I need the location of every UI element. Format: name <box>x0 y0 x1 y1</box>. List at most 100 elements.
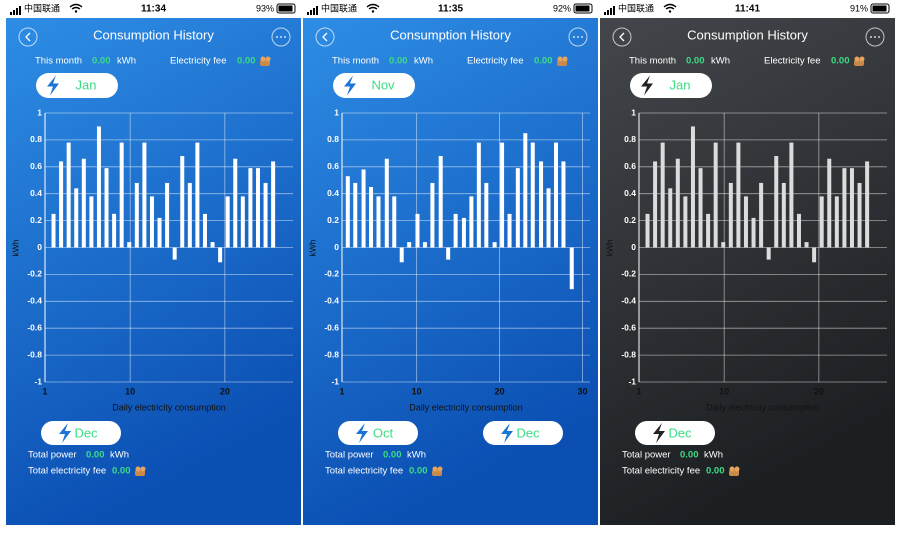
bar <box>172 247 177 260</box>
this-month-value: 0.00 <box>686 56 705 67</box>
fee-icon-part <box>859 56 865 62</box>
month-button[interactable]: Jan <box>36 73 118 98</box>
bar <box>384 158 389 248</box>
bar <box>849 168 854 248</box>
fee-icon <box>432 466 443 476</box>
month-button[interactable]: Nov <box>333 73 415 98</box>
back-button[interactable] <box>612 27 632 47</box>
y-tick-label: -0.6 <box>621 322 636 332</box>
fee-icon <box>260 56 271 66</box>
y-tick-label: 0.2 <box>624 215 636 225</box>
bar <box>804 242 809 248</box>
more-dot <box>577 36 579 38</box>
fee-icon-part <box>260 60 270 66</box>
month-button[interactable]: Dec <box>41 421 121 445</box>
y-tick-label: 0.8 <box>327 134 339 144</box>
fee-icon-part <box>729 470 739 476</box>
more-button[interactable] <box>568 27 588 47</box>
bar <box>165 182 170 248</box>
x-tick-label: 10 <box>412 386 422 396</box>
month-button-bg <box>333 73 415 98</box>
total-fee-value: 0.00 <box>706 466 725 477</box>
back-button[interactable] <box>315 27 335 47</box>
bar <box>263 182 268 248</box>
y-tick-label: -0.4 <box>324 296 339 306</box>
battery-icon <box>870 3 890 14</box>
bar <box>392 196 397 248</box>
bar <box>645 213 650 248</box>
carrier: 中国联通 <box>24 2 60 13</box>
month-button[interactable]: Dec <box>483 421 563 445</box>
y-axis-label: kWh <box>307 239 317 256</box>
bar <box>157 217 162 248</box>
bar <box>857 182 862 248</box>
bar <box>728 182 733 248</box>
month-button-label: Oct <box>373 425 394 440</box>
signal-bar <box>607 10 609 15</box>
total-fee-label: Total electricity fee <box>28 466 106 477</box>
month-button[interactable]: Jan <box>630 73 712 98</box>
signal-bar <box>610 8 612 15</box>
total-power-value: 0.00 <box>680 450 699 461</box>
more-dot <box>874 36 876 38</box>
signal-bar <box>613 6 615 15</box>
total-fee-value: 0.00 <box>409 466 428 477</box>
signal-bar <box>10 12 12 15</box>
more-circle <box>568 27 588 47</box>
status-bar <box>6 0 301 18</box>
month-button-bg <box>36 73 118 98</box>
lightning-icon <box>641 75 653 96</box>
month-button-bg <box>41 421 121 445</box>
fee-label: Electricity fee <box>764 56 821 67</box>
battery-percent: 91% <box>850 3 868 13</box>
more-button[interactable] <box>271 27 291 47</box>
battery-level <box>278 5 293 12</box>
this-month-label: This month <box>629 56 676 67</box>
bar <box>675 158 680 248</box>
bar <box>104 168 109 248</box>
lightning-icon <box>653 423 665 443</box>
more-button[interactable] <box>865 27 885 47</box>
bar <box>74 188 79 248</box>
bar <box>415 213 420 248</box>
y-tick-label: 1 <box>631 107 636 117</box>
month-button[interactable]: Oct <box>338 421 418 445</box>
battery-icon <box>573 3 593 14</box>
y-tick-label: 0.2 <box>30 215 42 225</box>
chart: -1 -0.8 -0.6 -0.4 -0.2 0 0.2 0.4 0.6 0.8 1 1 10 20 30 k… <box>307 107 590 412</box>
x-tick-label: 30 <box>578 386 588 396</box>
this-month-label: This month <box>332 56 379 67</box>
fee-icon-part <box>140 466 146 472</box>
month-button-label: Jan <box>670 77 691 92</box>
month-button[interactable]: Dec <box>635 421 715 445</box>
y-tick-label: 0 <box>631 242 636 252</box>
x-axis-label: Daily electricity consumption <box>706 402 820 412</box>
y-tick-label: 0.8 <box>30 134 42 144</box>
month-button-bg <box>338 421 418 445</box>
back-button[interactable] <box>18 27 38 47</box>
wifi-icon <box>69 3 83 10</box>
x-tick-label: 20 <box>814 386 824 396</box>
back-circle <box>18 27 38 47</box>
more-dot <box>280 36 282 38</box>
total-fee-label: Total electricity fee <box>622 466 700 477</box>
bar <box>781 182 786 248</box>
bar <box>233 158 238 248</box>
screen-title: Consumption History <box>390 27 511 42</box>
y-tick-label: 0.8 <box>624 134 636 144</box>
bar <box>743 196 748 248</box>
x-tick-label: 1 <box>636 386 641 396</box>
bar <box>345 176 350 248</box>
fee-icon-part <box>734 466 740 472</box>
bar <box>500 142 505 248</box>
carrier: 中国联通 <box>321 2 357 13</box>
fee-icon-part <box>729 466 735 472</box>
y-tick-label: -0.6 <box>324 322 339 332</box>
y-tick-label: -0.2 <box>324 269 339 279</box>
y-tick-label: 0.6 <box>327 161 339 171</box>
bar <box>507 213 512 248</box>
bar <box>546 188 551 248</box>
wifi-dot <box>668 10 672 13</box>
y-tick-label: -1 <box>34 376 42 386</box>
